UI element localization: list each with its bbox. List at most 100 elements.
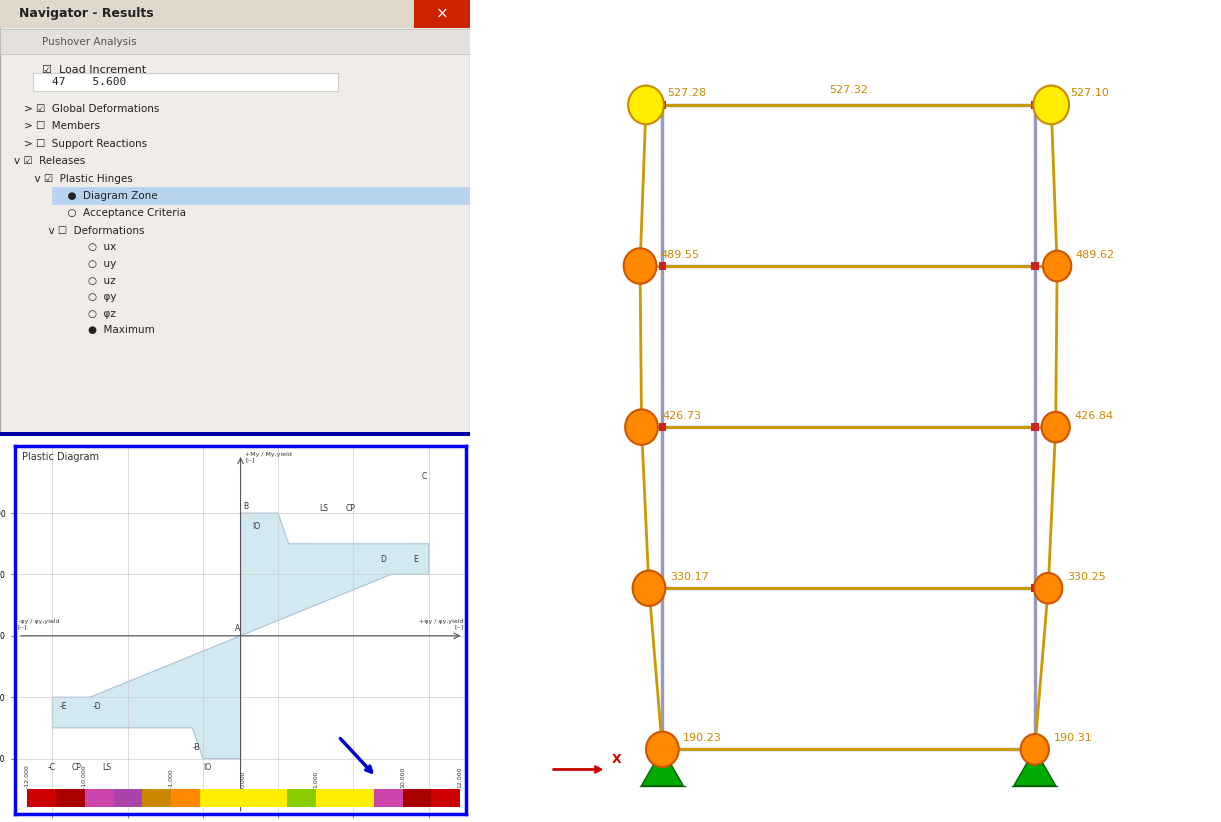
Bar xyxy=(84,789,114,807)
Bar xyxy=(143,789,171,807)
Polygon shape xyxy=(53,635,241,759)
Text: 426.73: 426.73 xyxy=(662,411,701,421)
Text: 0.000: 0.000 xyxy=(241,771,247,788)
Bar xyxy=(642,101,650,109)
Text: 527.32: 527.32 xyxy=(829,85,868,95)
Polygon shape xyxy=(1013,750,1056,786)
Polygon shape xyxy=(241,513,429,635)
Bar xyxy=(1054,262,1061,270)
Text: Pushover Analysis: Pushover Analysis xyxy=(43,37,137,47)
Text: -1.000: -1.000 xyxy=(168,769,173,788)
Text: ☑  Load Increment: ☑ Load Increment xyxy=(43,65,147,75)
Circle shape xyxy=(1043,251,1071,281)
Text: ●  Maximum: ● Maximum xyxy=(76,326,155,335)
Text: ×: × xyxy=(436,7,448,21)
Text: 426.84: 426.84 xyxy=(1074,411,1114,421)
Text: 527.10: 527.10 xyxy=(1070,89,1109,99)
Text: CP: CP xyxy=(346,504,355,513)
Bar xyxy=(0,0,470,28)
Text: 190.31: 190.31 xyxy=(1054,733,1092,743)
Bar xyxy=(1031,746,1039,753)
Bar xyxy=(403,789,431,807)
Text: 1.000: 1.000 xyxy=(314,771,319,788)
Text: v ☑  Releases: v ☑ Releases xyxy=(15,156,85,166)
Bar xyxy=(171,789,200,807)
Bar xyxy=(658,101,667,109)
Text: ○  φy: ○ φy xyxy=(76,292,117,302)
Text: -10.000: -10.000 xyxy=(82,764,87,788)
Bar xyxy=(0,432,470,436)
Bar xyxy=(51,187,470,205)
Bar xyxy=(658,746,667,753)
Circle shape xyxy=(1042,412,1070,442)
Bar xyxy=(1031,746,1039,753)
Text: -12.000: -12.000 xyxy=(24,764,29,788)
Text: A: A xyxy=(234,624,239,633)
Text: ○  φz: ○ φz xyxy=(76,309,116,319)
Text: > ☑  Global Deformations: > ☑ Global Deformations xyxy=(23,104,159,114)
Text: ●  Diagram Zone: ● Diagram Zone xyxy=(61,191,158,201)
Text: X: X xyxy=(612,753,621,766)
Text: B: B xyxy=(243,502,248,511)
Text: 190.23: 190.23 xyxy=(684,733,722,743)
Bar xyxy=(658,584,667,592)
Text: 10.000: 10.000 xyxy=(400,767,405,788)
Bar xyxy=(230,789,258,807)
Text: E: E xyxy=(414,555,419,564)
Bar xyxy=(27,789,56,807)
Text: 330.25: 330.25 xyxy=(1067,572,1105,582)
Text: -E: -E xyxy=(60,703,67,711)
Bar xyxy=(200,789,230,807)
Bar xyxy=(258,789,287,807)
Text: IO: IO xyxy=(253,522,261,531)
Bar xyxy=(1031,101,1039,109)
Bar xyxy=(1031,584,1039,592)
Circle shape xyxy=(1034,573,1062,603)
Bar xyxy=(56,789,84,807)
Text: LS: LS xyxy=(103,763,111,772)
Bar xyxy=(414,0,470,28)
Text: IO: IO xyxy=(203,763,211,772)
Text: -B: -B xyxy=(193,743,200,752)
Bar xyxy=(431,789,460,807)
Text: v ☐  Deformations: v ☐ Deformations xyxy=(43,226,145,236)
Circle shape xyxy=(624,248,657,284)
Text: C: C xyxy=(421,472,426,481)
Text: 489.62: 489.62 xyxy=(1076,250,1115,260)
Text: D: D xyxy=(381,555,387,564)
Text: CP: CP xyxy=(72,763,82,772)
Bar xyxy=(114,789,143,807)
Text: ○  Acceptance Criteria: ○ Acceptance Criteria xyxy=(61,209,186,219)
Bar xyxy=(658,423,667,431)
Circle shape xyxy=(625,409,658,445)
Circle shape xyxy=(1033,85,1070,124)
Text: v ☑  Plastic Hinges: v ☑ Plastic Hinges xyxy=(28,173,133,183)
Text: +φy / φy,yield
[--]: +φy / φy,yield [--] xyxy=(419,619,464,630)
Bar xyxy=(33,73,338,91)
Circle shape xyxy=(1021,734,1049,764)
Bar xyxy=(1031,423,1039,431)
Text: > ☐  Support Reactions: > ☐ Support Reactions xyxy=(23,139,147,149)
Text: Plastic Diagram: Plastic Diagram xyxy=(22,451,99,462)
Bar xyxy=(1053,423,1060,431)
Bar xyxy=(637,423,645,431)
Text: -C: -C xyxy=(48,763,56,772)
Bar xyxy=(344,789,374,807)
Bar xyxy=(658,262,667,270)
Text: 12.000: 12.000 xyxy=(458,767,463,788)
Circle shape xyxy=(628,85,664,124)
Text: Navigator - Results: Navigator - Results xyxy=(18,7,154,21)
Text: ○  uy: ○ uy xyxy=(76,259,116,269)
Text: 489.55: 489.55 xyxy=(661,250,700,260)
Bar xyxy=(374,789,403,807)
Text: -D: -D xyxy=(93,703,101,711)
Bar xyxy=(1044,584,1053,592)
Text: LS: LS xyxy=(319,504,328,513)
Bar xyxy=(645,584,653,592)
Text: +My / My,yield
[--]: +My / My,yield [--] xyxy=(245,451,292,463)
Text: -My / My,yield
[--]: -My / My,yield [--] xyxy=(245,796,289,806)
Polygon shape xyxy=(641,750,684,786)
Bar xyxy=(658,746,667,753)
Bar xyxy=(1048,101,1055,109)
Text: ○  uz: ○ uz xyxy=(76,275,116,285)
